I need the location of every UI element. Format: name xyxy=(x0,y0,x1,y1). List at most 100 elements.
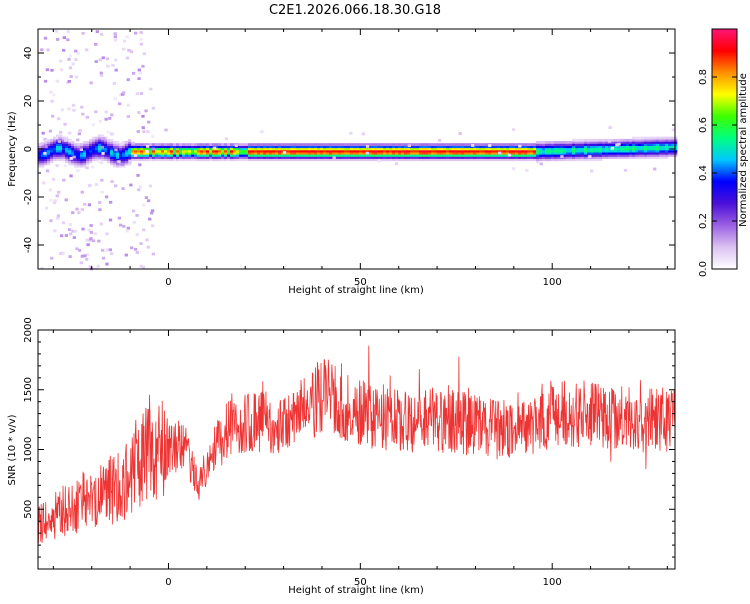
spectrogram-cell xyxy=(65,143,69,146)
spectrogram-cell xyxy=(434,154,438,157)
spectrogram-cell xyxy=(86,160,90,164)
spectrogram-cell xyxy=(548,147,552,151)
spectrogram-cell xyxy=(71,143,75,146)
spectrogram-cell xyxy=(341,149,345,153)
spectrogram-cell xyxy=(266,149,270,153)
spectrogram-cell xyxy=(76,51,80,55)
spectrogram-cell xyxy=(599,158,603,162)
spectrogram-cell xyxy=(626,138,630,142)
spectrogram-cell xyxy=(575,138,579,142)
spectrogram-cell xyxy=(131,154,135,157)
spectrogram-cell xyxy=(452,143,456,146)
spectrogram-cell xyxy=(674,136,678,140)
colorbar-label: Normalized spectral amplitude xyxy=(738,73,749,227)
spectrogram-cell xyxy=(431,158,435,162)
spectrogram-cell xyxy=(482,143,486,146)
spectrogram-cell xyxy=(290,147,294,151)
spectrogram-cell xyxy=(47,158,51,162)
spectrogram-cell xyxy=(236,158,240,162)
spectrogram-cell xyxy=(311,151,315,155)
spectrogram-cell xyxy=(104,143,108,146)
spectrogram-cell xyxy=(113,154,117,157)
spectrogram-cell xyxy=(69,75,73,78)
spectrogram-cell xyxy=(644,136,648,140)
spectrogram-cell xyxy=(455,156,459,159)
spectrogram-cell xyxy=(77,132,81,136)
spectrogram-cell xyxy=(65,145,69,149)
spectrogram-cell xyxy=(248,154,252,157)
spectrogram-cell xyxy=(491,151,495,155)
spectrogram-cell xyxy=(179,151,183,155)
spectrogram-cell xyxy=(113,158,117,162)
spectrogram-cell xyxy=(605,156,609,159)
spectrogram-cell xyxy=(668,149,672,153)
spectrogram-cell xyxy=(77,162,81,166)
spectrogram-cell xyxy=(377,154,381,157)
spectrogram-cell xyxy=(614,151,618,155)
spectrogram-cell xyxy=(254,143,258,146)
colorbar-tick-label: 0.4 xyxy=(698,165,709,181)
spectrogram-cell xyxy=(98,201,102,204)
spectrogram-cell xyxy=(464,143,468,146)
spectrogram-cell xyxy=(386,147,390,151)
spectrogram-cell xyxy=(65,156,69,159)
spectrogram-cell xyxy=(461,158,465,162)
spectrogram-cell xyxy=(569,156,573,159)
spectrogram-cell xyxy=(134,247,138,251)
spectrogram-cell xyxy=(141,265,145,269)
spectrogram-cell xyxy=(254,149,258,153)
spectrogram-cell xyxy=(485,143,489,146)
spectrogram-cell xyxy=(497,143,501,146)
spectrogram-cell xyxy=(482,145,486,149)
spectrogram-cell xyxy=(139,242,143,245)
spectrogram-xtick-label: 0 xyxy=(165,277,171,288)
spectrogram-cell xyxy=(395,143,399,146)
spectrogram-cell xyxy=(347,143,351,146)
spectrogram-cell xyxy=(125,158,129,162)
spectrogram-cell xyxy=(95,147,99,151)
spectrogram-cell xyxy=(141,64,145,68)
spectrogram-cell xyxy=(47,154,51,157)
spectrogram-cell xyxy=(659,156,663,159)
spectrogram-cell xyxy=(332,145,336,149)
spectrogram-cell xyxy=(368,143,372,146)
spectrogram-cell xyxy=(251,143,255,146)
spectrogram-cell xyxy=(383,149,387,153)
spectrogram-cell xyxy=(164,158,168,162)
snr-ytick-label: 1500 xyxy=(23,377,34,402)
spectrogram-cell xyxy=(497,147,501,151)
spectrogram-cell xyxy=(287,158,291,162)
spectrogram-cell xyxy=(380,156,384,159)
spectrogram-cell xyxy=(371,143,375,146)
spectrogram-cell xyxy=(137,111,141,114)
spectrogram-cell xyxy=(173,143,177,146)
spectrogram-cell xyxy=(122,143,126,146)
spectrogram-cell xyxy=(248,147,252,151)
spectrogram-cell xyxy=(83,154,87,157)
spectrogram-cell xyxy=(167,151,171,155)
spectrogram-cell xyxy=(48,188,53,192)
spectrogram-cell xyxy=(349,131,353,135)
spectrogram-cell xyxy=(81,112,85,116)
spectrogram-cell xyxy=(81,32,85,35)
spectrogram-cell xyxy=(53,149,57,153)
spectrogram-cell xyxy=(350,156,354,159)
spectrogram-cell xyxy=(275,151,279,155)
spectrogram-cell xyxy=(566,149,570,153)
spectrogram-cell xyxy=(215,147,219,151)
spectrogram-cell xyxy=(662,147,666,151)
spectrogram-cell xyxy=(64,234,68,237)
spectrogram-cell xyxy=(599,138,603,142)
spectrogram-cell xyxy=(392,145,396,149)
spectrogram-cell xyxy=(74,58,78,61)
spectrogram-cell xyxy=(617,154,621,157)
spectrogram-cell xyxy=(326,158,330,162)
spectrogram-cell xyxy=(530,143,534,146)
spectrogram-cell xyxy=(251,156,255,159)
spectrogram-cell xyxy=(98,136,102,140)
spectrogram-cell xyxy=(164,154,168,157)
spectrogram-cell xyxy=(614,154,618,157)
spectrogram-cell xyxy=(653,136,657,140)
spectrogram-cell xyxy=(146,154,150,157)
